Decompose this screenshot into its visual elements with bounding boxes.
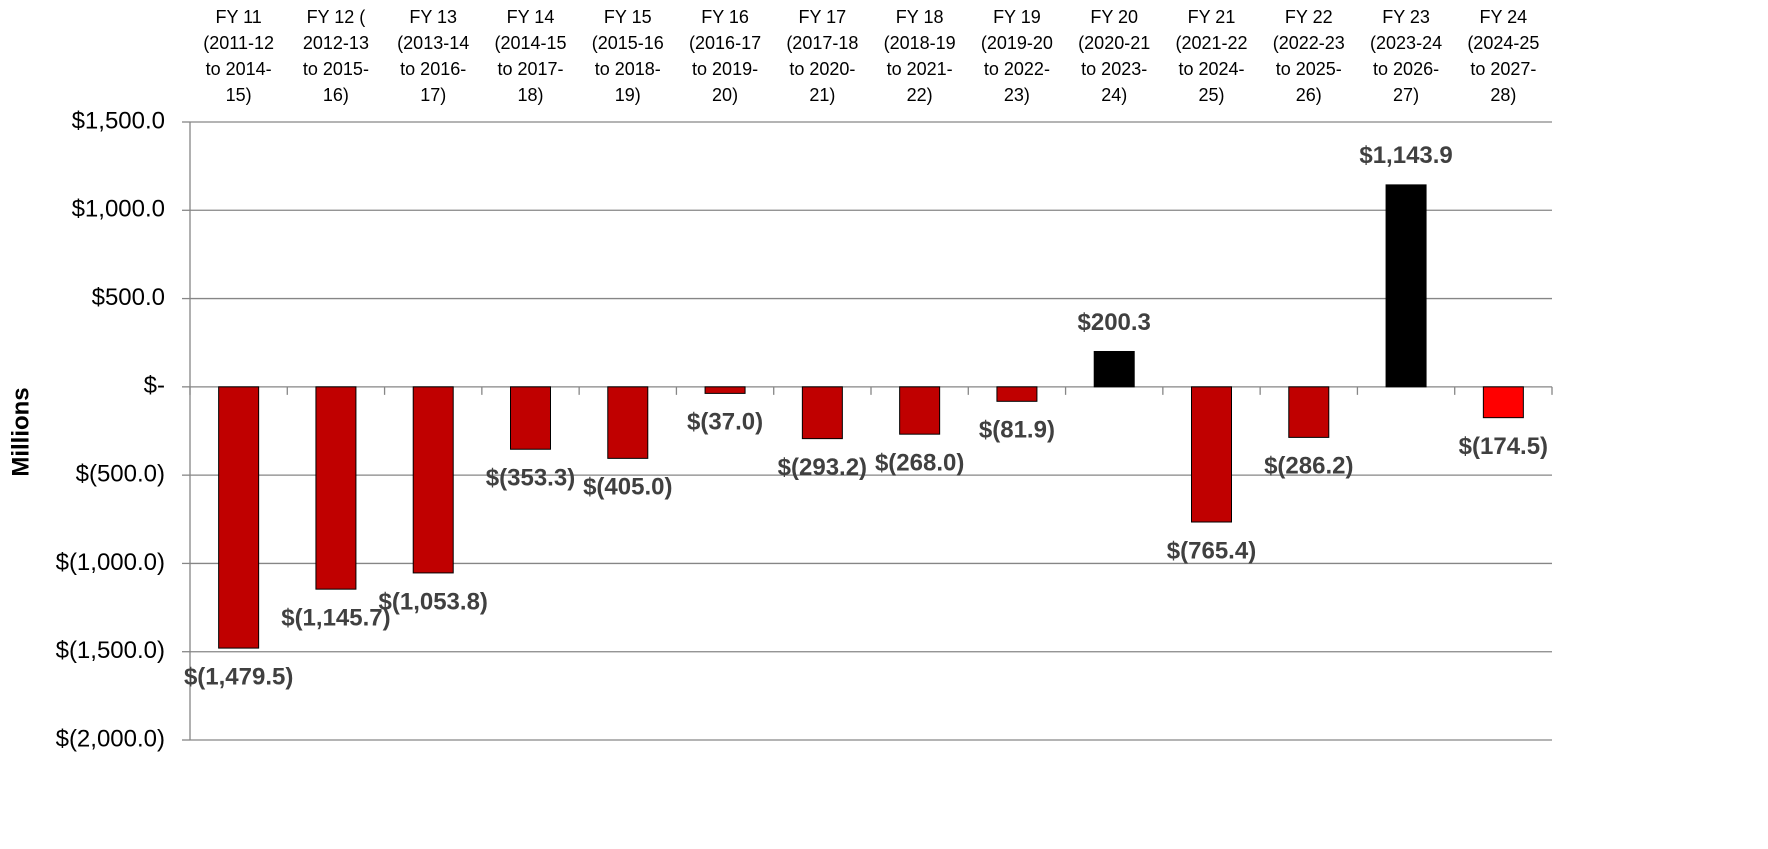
x-tick-label: FY 16 (2016-17 to 2019-20) bbox=[689, 7, 762, 105]
data-label: $(405.0) bbox=[583, 474, 672, 501]
data-label: $200.3 bbox=[1078, 309, 1151, 336]
bar bbox=[218, 386, 260, 649]
y-tick-label: $(1,000.0) bbox=[56, 549, 165, 576]
data-label: $(81.9) bbox=[979, 417, 1055, 444]
x-tick-label: FY 18 (2018-19 to 2021-22) bbox=[883, 7, 956, 105]
y-tick-label: $(500.0) bbox=[76, 460, 165, 487]
data-label: $(1,053.8) bbox=[379, 588, 488, 615]
y-tick-label: $(1,500.0) bbox=[56, 637, 165, 664]
x-tick-label: FY 21 (2021-22 to 2024-25) bbox=[1175, 7, 1248, 105]
data-label: $(293.2) bbox=[778, 454, 867, 481]
y-tick-label: $1,500.0 bbox=[72, 107, 165, 134]
bar bbox=[1093, 350, 1135, 388]
bar bbox=[510, 386, 551, 450]
x-tick-label: FY 22 (2022-23 to 2025-26) bbox=[1272, 7, 1345, 105]
x-tick-label: FY 17 (2017-18 to 2020-21) bbox=[786, 7, 859, 105]
bar bbox=[315, 386, 357, 590]
y-tick-label: $1,000.0 bbox=[72, 196, 165, 223]
x-tick-label: FY 19 (2019-20 to 2022-23) bbox=[980, 7, 1053, 105]
data-label: $(174.5) bbox=[1459, 433, 1548, 460]
bar bbox=[996, 386, 1038, 402]
y-tick-label: $(2,000.0) bbox=[56, 725, 165, 752]
y-tick-label: $- bbox=[144, 372, 165, 399]
y-tick-label: $500.0 bbox=[92, 284, 165, 311]
bar bbox=[1385, 184, 1427, 388]
bar bbox=[1191, 386, 1232, 523]
bar bbox=[801, 386, 843, 440]
x-tick-label: FY 15 (2015-16 to 2018-19) bbox=[591, 7, 664, 105]
bar bbox=[704, 386, 746, 394]
data-label: $(765.4) bbox=[1167, 537, 1256, 564]
x-tick-label: FY 24 (2024-25 to 2027-28) bbox=[1467, 7, 1540, 105]
x-tick-label: FY 13 (2013-14 to 2016-17) bbox=[397, 7, 470, 105]
bar bbox=[607, 386, 649, 459]
x-tick-label: FY 23 (2023-24 to 2026-27) bbox=[1370, 7, 1443, 105]
x-tick-label: FY 11 (2011-12 to 2014-15) bbox=[203, 7, 274, 105]
data-label: $(286.2) bbox=[1264, 453, 1353, 480]
data-label: $1,143.9 bbox=[1359, 142, 1452, 169]
x-tick-label: FY 12 ( 2012-13 to 2015-16) bbox=[302, 7, 369, 105]
bar bbox=[1288, 386, 1330, 438]
data-label: $(37.0) bbox=[687, 409, 763, 436]
y-axis-label: Millions bbox=[7, 387, 34, 476]
data-label: $(1,479.5) bbox=[184, 663, 293, 690]
data-label: $(1,145.7) bbox=[281, 604, 390, 631]
data-label: $(268.0) bbox=[875, 450, 964, 477]
x-tick-label: FY 14 (2014-15 to 2017-18) bbox=[494, 7, 567, 105]
bar bbox=[899, 386, 941, 435]
bar bbox=[1482, 386, 1524, 419]
x-tick-label: FY 20 (2020-21 to 2023-24) bbox=[1078, 7, 1151, 105]
bar bbox=[412, 386, 454, 574]
data-label: $(353.3) bbox=[486, 465, 575, 492]
